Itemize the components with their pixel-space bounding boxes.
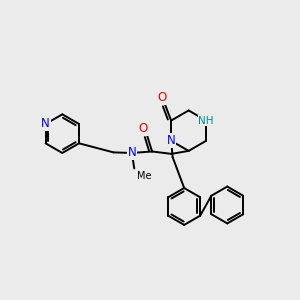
Text: O: O bbox=[157, 91, 166, 104]
Text: NH: NH bbox=[198, 116, 214, 126]
Text: N: N bbox=[41, 118, 50, 130]
Text: Me: Me bbox=[136, 171, 151, 182]
Text: N: N bbox=[128, 146, 136, 160]
Text: O: O bbox=[139, 122, 148, 135]
Text: N: N bbox=[167, 134, 176, 147]
